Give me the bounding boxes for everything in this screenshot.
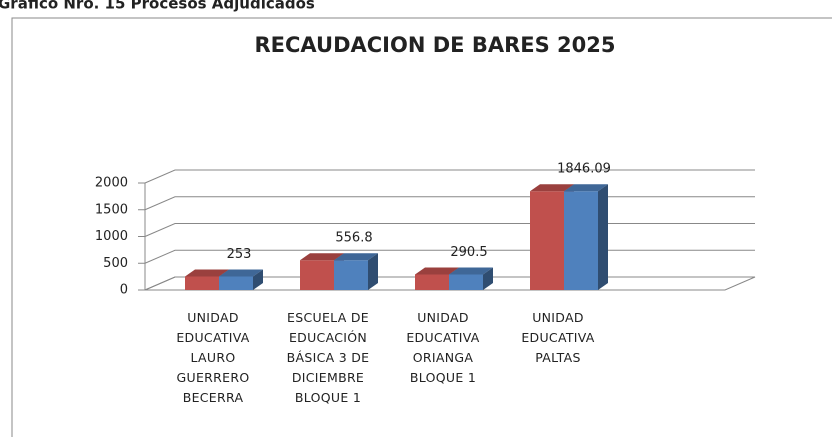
- bar-top: [415, 267, 459, 275]
- grid-line: [144, 169, 755, 184]
- bar-front: [334, 260, 368, 290]
- y-tick-label: 0: [120, 283, 128, 298]
- data-label: 253: [227, 247, 252, 262]
- bar-top: [300, 253, 344, 261]
- x-tick-label: UNIDAD EDUCATIVA LAURO GUERRERO BECERRA: [176, 310, 250, 405]
- y-tick-label: 2000: [95, 176, 128, 191]
- bar-front: [185, 276, 219, 290]
- bar-top: [564, 184, 608, 192]
- data-label: 290.5: [450, 245, 487, 260]
- bar-top: [334, 253, 378, 261]
- bar-top: [219, 269, 263, 277]
- bar-front: [564, 191, 598, 290]
- bar-top: [449, 267, 493, 275]
- chart-title: RECAUDACION DE BARES 2025: [255, 33, 616, 57]
- bar-side: [483, 267, 493, 290]
- bar: [185, 269, 229, 290]
- header: Gráfico Nro. 15 Procesos Adjudicados: [0, 0, 315, 13]
- bar-side: [253, 269, 263, 290]
- chart-border: [11, 17, 832, 437]
- y-tick-label: 500: [103, 256, 128, 271]
- bar-side: [598, 184, 608, 290]
- bar-top: [185, 269, 229, 277]
- bar: [334, 253, 378, 290]
- grid-line: [144, 223, 755, 237]
- bar-front: [530, 191, 564, 290]
- y-tick-label: 1500: [95, 202, 128, 217]
- bar: [564, 184, 608, 290]
- bar-front: [449, 274, 483, 290]
- bar-front: [415, 274, 449, 290]
- x-tick-label: UNIDAD EDUCATIVA ORIANGA BLOQUE 1: [406, 310, 480, 385]
- x-tick-label: UNIDAD EDUCATIVA PALTAS: [521, 310, 595, 365]
- bar-side: [368, 253, 378, 290]
- bar-front: [300, 260, 334, 290]
- x-tick-label: ESCUELA DE EDUCACIÓN BÁSICA 3 DE DICIEMB…: [286, 310, 370, 405]
- y-tick-label: 1000: [95, 229, 128, 244]
- bar-front: [219, 276, 253, 290]
- data-label: 1846.09: [557, 162, 611, 177]
- bar: [449, 267, 493, 290]
- bar: [219, 269, 263, 290]
- grid-line: [144, 196, 755, 211]
- data-label: 556.8: [335, 231, 372, 246]
- bar-top: [530, 184, 574, 192]
